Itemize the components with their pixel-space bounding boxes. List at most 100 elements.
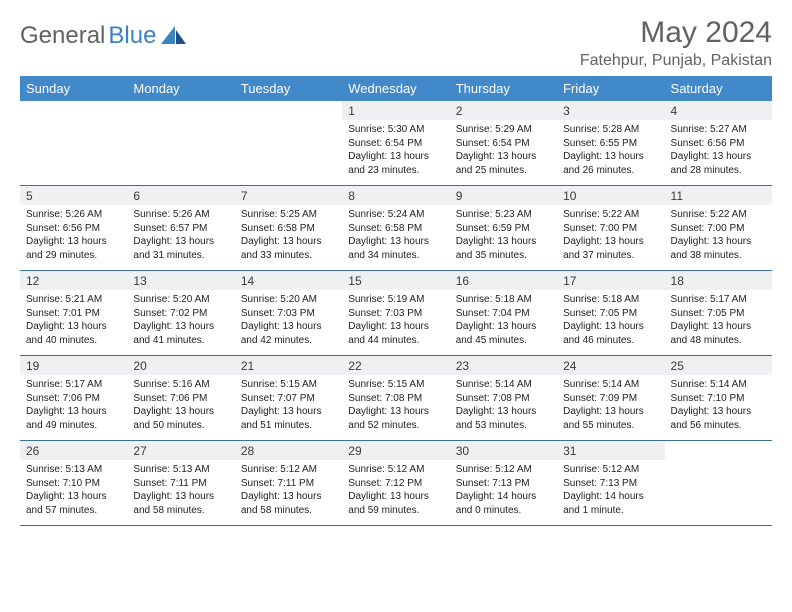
sunset-text: Sunset: 6:57 PM [133,222,228,236]
day-number: 18 [665,271,772,290]
daylight-text: Daylight: 13 hours and 56 minutes. [671,405,766,432]
day-number: 16 [450,271,557,290]
day-number: 20 [127,356,234,375]
calendar-cell: 20Sunrise: 5:16 AMSunset: 7:06 PMDayligh… [127,356,234,441]
day-info: Sunrise: 5:12 AMSunset: 7:13 PMDaylight:… [450,460,557,525]
day-number: 21 [235,356,342,375]
day-info: Sunrise: 5:27 AMSunset: 6:56 PMDaylight:… [665,120,772,185]
calendar-cell [665,441,772,526]
weekday-header: Friday [557,76,664,101]
calendar-table: Sunday Monday Tuesday Wednesday Thursday… [20,76,772,526]
calendar-cell: 8Sunrise: 5:24 AMSunset: 6:58 PMDaylight… [342,186,449,271]
sunset-text: Sunset: 7:12 PM [348,477,443,491]
calendar-cell: 26Sunrise: 5:13 AMSunset: 7:10 PMDayligh… [20,441,127,526]
day-number: 23 [450,356,557,375]
calendar-cell: 22Sunrise: 5:15 AMSunset: 7:08 PMDayligh… [342,356,449,441]
location: Fatehpur, Punjab, Pakistan [580,52,772,70]
calendar-cell: 23Sunrise: 5:14 AMSunset: 7:08 PMDayligh… [450,356,557,441]
day-info: Sunrise: 5:18 AMSunset: 7:04 PMDaylight:… [450,290,557,355]
sunrise-text: Sunrise: 5:21 AM [26,293,121,307]
calendar-cell: 13Sunrise: 5:20 AMSunset: 7:02 PMDayligh… [127,271,234,356]
sunrise-text: Sunrise: 5:22 AM [563,208,658,222]
daylight-text: Daylight: 13 hours and 35 minutes. [456,235,551,262]
sunset-text: Sunset: 7:03 PM [241,307,336,321]
day-number: 10 [557,186,664,205]
sunrise-text: Sunrise: 5:13 AM [26,463,121,477]
weekday-header-row: Sunday Monday Tuesday Wednesday Thursday… [20,76,772,101]
calendar-cell: 31Sunrise: 5:12 AMSunset: 7:13 PMDayligh… [557,441,664,526]
day-number: 4 [665,101,772,120]
logo-text-blue: Blue [108,22,156,50]
weekday-header: Sunday [20,76,127,101]
calendar-cell: 12Sunrise: 5:21 AMSunset: 7:01 PMDayligh… [20,271,127,356]
sunset-text: Sunset: 6:56 PM [671,137,766,151]
daylight-text: Daylight: 13 hours and 46 minutes. [563,320,658,347]
calendar-cell: 30Sunrise: 5:12 AMSunset: 7:13 PMDayligh… [450,441,557,526]
calendar-cell: 15Sunrise: 5:19 AMSunset: 7:03 PMDayligh… [342,271,449,356]
calendar-cell: 10Sunrise: 5:22 AMSunset: 7:00 PMDayligh… [557,186,664,271]
calendar-cell: 1Sunrise: 5:30 AMSunset: 6:54 PMDaylight… [342,101,449,186]
daylight-text: Daylight: 14 hours and 0 minutes. [456,490,551,517]
day-info: Sunrise: 5:12 AMSunset: 7:11 PMDaylight:… [235,460,342,525]
daylight-text: Daylight: 13 hours and 25 minutes. [456,150,551,177]
sunrise-text: Sunrise: 5:14 AM [563,378,658,392]
calendar-row: 12Sunrise: 5:21 AMSunset: 7:01 PMDayligh… [20,271,772,356]
day-number: 5 [20,186,127,205]
daylight-text: Daylight: 13 hours and 45 minutes. [456,320,551,347]
calendar-cell: 11Sunrise: 5:22 AMSunset: 7:00 PMDayligh… [665,186,772,271]
daylight-text: Daylight: 13 hours and 31 minutes. [133,235,228,262]
daylight-text: Daylight: 13 hours and 41 minutes. [133,320,228,347]
weekday-header: Tuesday [235,76,342,101]
weekday-header: Thursday [450,76,557,101]
month-title: May 2024 [580,16,772,50]
sunset-text: Sunset: 7:11 PM [241,477,336,491]
title-block: May 2024 Fatehpur, Punjab, Pakistan [580,16,772,70]
sunset-text: Sunset: 6:59 PM [456,222,551,236]
day-info: Sunrise: 5:14 AMSunset: 7:08 PMDaylight:… [450,375,557,440]
weekday-header: Saturday [665,76,772,101]
sunset-text: Sunset: 7:05 PM [671,307,766,321]
sunset-text: Sunset: 7:04 PM [456,307,551,321]
logo-sail-icon [161,26,187,46]
daylight-text: Daylight: 13 hours and 57 minutes. [26,490,121,517]
header: GeneralBlue May 2024 Fatehpur, Punjab, P… [20,16,772,70]
day-info: Sunrise: 5:21 AMSunset: 7:01 PMDaylight:… [20,290,127,355]
calendar-cell: 9Sunrise: 5:23 AMSunset: 6:59 PMDaylight… [450,186,557,271]
sunrise-text: Sunrise: 5:20 AM [133,293,228,307]
sunset-text: Sunset: 7:02 PM [133,307,228,321]
day-number: 13 [127,271,234,290]
sunset-text: Sunset: 7:01 PM [26,307,121,321]
weekday-header: Monday [127,76,234,101]
sunrise-text: Sunrise: 5:14 AM [456,378,551,392]
calendar-row: 26Sunrise: 5:13 AMSunset: 7:10 PMDayligh… [20,441,772,526]
day-number: 6 [127,186,234,205]
sunrise-text: Sunrise: 5:20 AM [241,293,336,307]
day-number: 2 [450,101,557,120]
day-info: Sunrise: 5:17 AMSunset: 7:05 PMDaylight:… [665,290,772,355]
sunset-text: Sunset: 7:06 PM [26,392,121,406]
daylight-text: Daylight: 13 hours and 58 minutes. [133,490,228,517]
day-info: Sunrise: 5:20 AMSunset: 7:02 PMDaylight:… [127,290,234,355]
day-number: 17 [557,271,664,290]
sunset-text: Sunset: 7:10 PM [26,477,121,491]
sunset-text: Sunset: 7:13 PM [563,477,658,491]
sunrise-text: Sunrise: 5:28 AM [563,123,658,137]
sunrise-text: Sunrise: 5:13 AM [133,463,228,477]
daylight-text: Daylight: 13 hours and 58 minutes. [241,490,336,517]
daylight-text: Daylight: 13 hours and 53 minutes. [456,405,551,432]
calendar-cell [235,101,342,186]
sunset-text: Sunset: 7:08 PM [456,392,551,406]
logo: GeneralBlue [20,22,187,50]
day-number: 11 [665,186,772,205]
sunset-text: Sunset: 6:56 PM [26,222,121,236]
day-number: 24 [557,356,664,375]
sunrise-text: Sunrise: 5:18 AM [456,293,551,307]
sunrise-text: Sunrise: 5:30 AM [348,123,443,137]
daylight-text: Daylight: 13 hours and 48 minutes. [671,320,766,347]
calendar-row: 5Sunrise: 5:26 AMSunset: 6:56 PMDaylight… [20,186,772,271]
day-info: Sunrise: 5:30 AMSunset: 6:54 PMDaylight:… [342,120,449,185]
calendar-cell: 6Sunrise: 5:26 AMSunset: 6:57 PMDaylight… [127,186,234,271]
day-number: 31 [557,441,664,460]
sunrise-text: Sunrise: 5:16 AM [133,378,228,392]
calendar-cell: 4Sunrise: 5:27 AMSunset: 6:56 PMDaylight… [665,101,772,186]
